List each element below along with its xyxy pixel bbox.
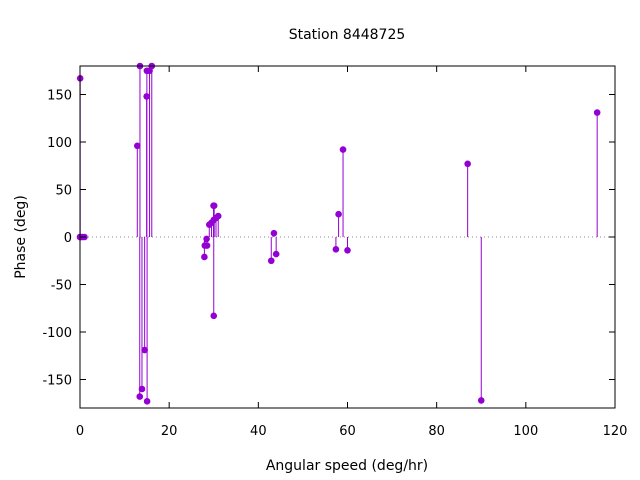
data-point [267, 257, 275, 265]
data-point [477, 397, 485, 404]
data-point [203, 235, 210, 243]
data-point [332, 246, 340, 253]
x-tick-label: 40 [250, 424, 267, 439]
x-tick-label: 20 [161, 424, 178, 439]
y-tick-label: -150 [42, 374, 72, 389]
x-axis-label: Angular speed (deg/hr) [266, 458, 428, 474]
y-axis-label: Phase (deg) [13, 195, 29, 279]
y-tick-label: 150 [47, 89, 72, 104]
chart-title: Station 8448725 [289, 27, 406, 43]
x-tick-label: 80 [428, 424, 445, 439]
data-point [272, 250, 280, 258]
data-point [214, 212, 222, 220]
data-point [339, 146, 347, 153]
data-point [210, 202, 218, 209]
data-point [593, 109, 601, 116]
data-point [270, 229, 278, 237]
data-point [203, 242, 211, 249]
data-point [344, 247, 351, 254]
data-point [201, 253, 208, 261]
y-tick-label: 50 [55, 184, 72, 199]
x-tick-label: 0 [76, 424, 84, 439]
data-point [464, 160, 471, 168]
data-point [143, 93, 150, 100]
data-point [335, 210, 342, 218]
impulses [79, 66, 598, 402]
y-tick-label: 100 [47, 136, 72, 151]
data-point [133, 142, 141, 150]
y-axis-ticks: -150 -100 -50 0 50 100 150 [42, 89, 615, 389]
x-tick-label: 60 [339, 424, 356, 439]
y-tick-label: 0 [64, 231, 72, 246]
y-tick-label: -100 [42, 326, 72, 341]
data-point [210, 312, 218, 320]
y-tick-label: -50 [51, 279, 72, 294]
data-point [138, 385, 146, 393]
x-axis-ticks: 0 20 40 60 80 100 120 [76, 66, 628, 439]
x-tick-label: 100 [513, 424, 538, 439]
x-tick-label: 120 [603, 424, 628, 439]
data-point [141, 346, 148, 354]
data-point [143, 398, 151, 405]
data-point [136, 393, 144, 400]
